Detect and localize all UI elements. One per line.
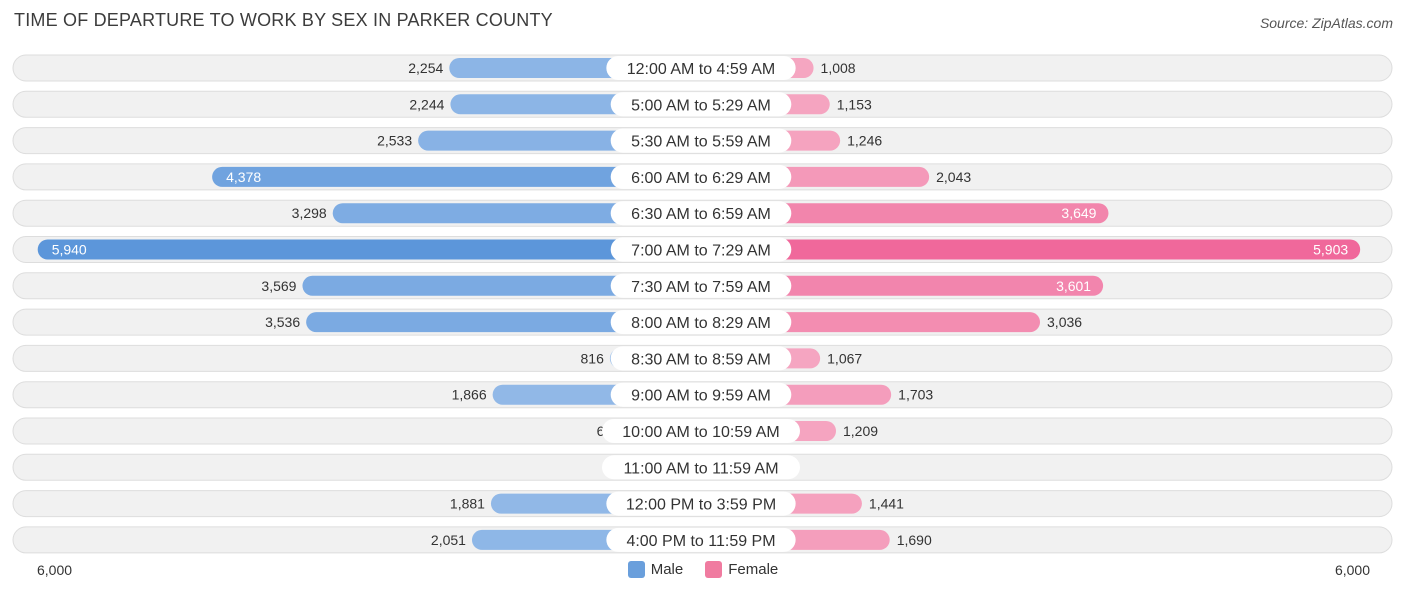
category-label: 6:00 AM to 6:29 AM xyxy=(631,170,771,187)
female-value-label: 1,008 xyxy=(821,60,856,76)
category-pill xyxy=(610,201,792,226)
male-value-label: 3,536 xyxy=(265,314,300,330)
chart-title: TIME OF DEPARTURE TO WORK BY SEX IN PARK… xyxy=(14,10,553,30)
category-label: 11:00 AM to 11:59 AM xyxy=(623,460,778,477)
category-label: 7:30 AM to 7:59 AM xyxy=(631,279,771,296)
female-value-label: 1,153 xyxy=(837,96,872,112)
female-value-label: 1,703 xyxy=(898,387,933,403)
category-pill xyxy=(602,419,800,443)
category-pill xyxy=(602,455,800,480)
female-value-label: 1,067 xyxy=(827,350,862,366)
legend-label-female: Female xyxy=(728,561,779,578)
female-value-label: 3,601 xyxy=(1056,278,1091,294)
category-pill xyxy=(610,92,792,117)
male-bar xyxy=(302,275,701,296)
category-label: 5:00 AM to 5:29 AM xyxy=(631,97,771,114)
female-bar xyxy=(701,203,1109,224)
male-value-label: 4,378 xyxy=(226,169,261,185)
axis-left-label: 6,000 xyxy=(37,562,73,578)
male-value-label: 5,940 xyxy=(52,242,87,258)
male-value-label: 3,298 xyxy=(292,205,327,221)
legend-item-male: Male xyxy=(627,561,684,578)
legend-swatch-male xyxy=(627,561,645,578)
male-value-label: 2,244 xyxy=(409,96,444,112)
legend-item-female: Female xyxy=(705,561,778,578)
category-label: 9:00 AM to 9:59 AM xyxy=(631,388,771,405)
category-label: 7:00 AM to 7:29 AM xyxy=(631,243,771,260)
female-value-label: 1,690 xyxy=(897,532,932,548)
chart-plot: 2,254 1,008 12:00 AM to 4:59 AM 2,244 1,153 5… xyxy=(12,54,1393,554)
category-label: 4:00 PM to 11:59 PM xyxy=(626,533,775,550)
category-label: 5:30 AM to 5:59 AM xyxy=(631,134,771,151)
female-value-label: 3,649 xyxy=(1061,205,1096,221)
source-label: Source: ZipAtlas.com xyxy=(1259,15,1393,31)
female-bar xyxy=(701,275,1104,296)
female-value-label: 2,043 xyxy=(936,169,971,185)
legend-swatch-female xyxy=(705,561,723,578)
male-value-label: 2,254 xyxy=(408,60,443,76)
category-label: 12:00 AM to 4:59 AM xyxy=(627,61,776,78)
female-bar xyxy=(701,239,1361,260)
male-value-label: 2,533 xyxy=(377,133,412,149)
category-pill xyxy=(610,382,792,407)
category-pill xyxy=(610,273,792,298)
male-value-label: 1,881 xyxy=(450,496,485,512)
male-value-label: 2,051 xyxy=(431,532,466,548)
category-pill xyxy=(606,56,796,80)
legend: Male Female xyxy=(0,561,1406,578)
male-value-label: 1,866 xyxy=(452,387,487,403)
category-pill xyxy=(606,491,796,516)
female-value-label: 1,246 xyxy=(847,133,882,149)
category-pill xyxy=(610,237,792,262)
male-bar xyxy=(332,203,701,224)
category-pill xyxy=(606,527,796,552)
category-pill xyxy=(610,346,792,371)
axis-right-label: 6,000 xyxy=(1334,562,1370,578)
category-pill xyxy=(610,128,792,153)
male-bar xyxy=(212,166,701,187)
category-label: 8:00 AM to 8:29 AM xyxy=(631,315,771,332)
legend-label-male: Male xyxy=(650,561,684,578)
category-pill xyxy=(610,164,792,189)
male-bar xyxy=(37,239,701,260)
male-bar xyxy=(306,312,701,333)
male-value-label: 816 xyxy=(581,350,605,366)
category-label: 12:00 PM to 3:59 PM xyxy=(626,497,776,514)
category-label: 8:30 AM to 8:59 AM xyxy=(631,351,771,368)
female-value-label: 3,036 xyxy=(1047,314,1082,330)
female-value-label: 1,209 xyxy=(843,423,878,439)
female-value-label: 1,441 xyxy=(869,496,904,512)
category-label: 6:30 AM to 6:59 AM xyxy=(631,206,771,223)
category-pill xyxy=(610,310,792,335)
male-value-label: 3,569 xyxy=(261,278,296,294)
female-value-label: 5,903 xyxy=(1313,242,1348,258)
category-label: 10:00 AM to 10:59 AM xyxy=(622,424,779,441)
